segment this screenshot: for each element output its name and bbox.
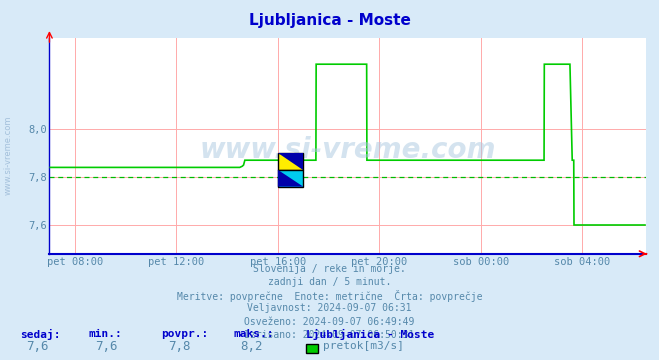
- Text: 7,6: 7,6: [96, 340, 118, 353]
- Text: 8,2: 8,2: [241, 340, 263, 353]
- Text: Meritve: povprečne  Enote: metrične  Črta: povprečje: Meritve: povprečne Enote: metrične Črta:…: [177, 290, 482, 302]
- Text: Veljavnost: 2024-09-07 06:31: Veljavnost: 2024-09-07 06:31: [247, 303, 412, 314]
- Text: 7,8: 7,8: [168, 340, 190, 353]
- Text: maks.:: maks.:: [234, 329, 274, 339]
- Text: www.si-vreme.com: www.si-vreme.com: [4, 115, 13, 194]
- Text: Ljubljanica - Moste: Ljubljanica - Moste: [306, 329, 435, 339]
- Text: pretok[m3/s]: pretok[m3/s]: [323, 341, 404, 351]
- Text: Osveženo: 2024-09-07 06:49:49: Osveženo: 2024-09-07 06:49:49: [244, 317, 415, 327]
- Text: Izrisano: 2024-09-07 06:50:31: Izrisano: 2024-09-07 06:50:31: [244, 330, 415, 340]
- Text: 7,6: 7,6: [26, 340, 49, 353]
- Text: sedaj:: sedaj:: [20, 329, 60, 339]
- Text: www.si-vreme.com: www.si-vreme.com: [200, 136, 496, 164]
- Text: zadnji dan / 5 minut.: zadnji dan / 5 minut.: [268, 277, 391, 287]
- Text: Ljubljanica - Moste: Ljubljanica - Moste: [248, 13, 411, 28]
- Text: min.:: min.:: [89, 329, 123, 339]
- Text: Slovenija / reke in morje.: Slovenija / reke in morje.: [253, 264, 406, 274]
- Text: povpr.:: povpr.:: [161, 329, 209, 339]
